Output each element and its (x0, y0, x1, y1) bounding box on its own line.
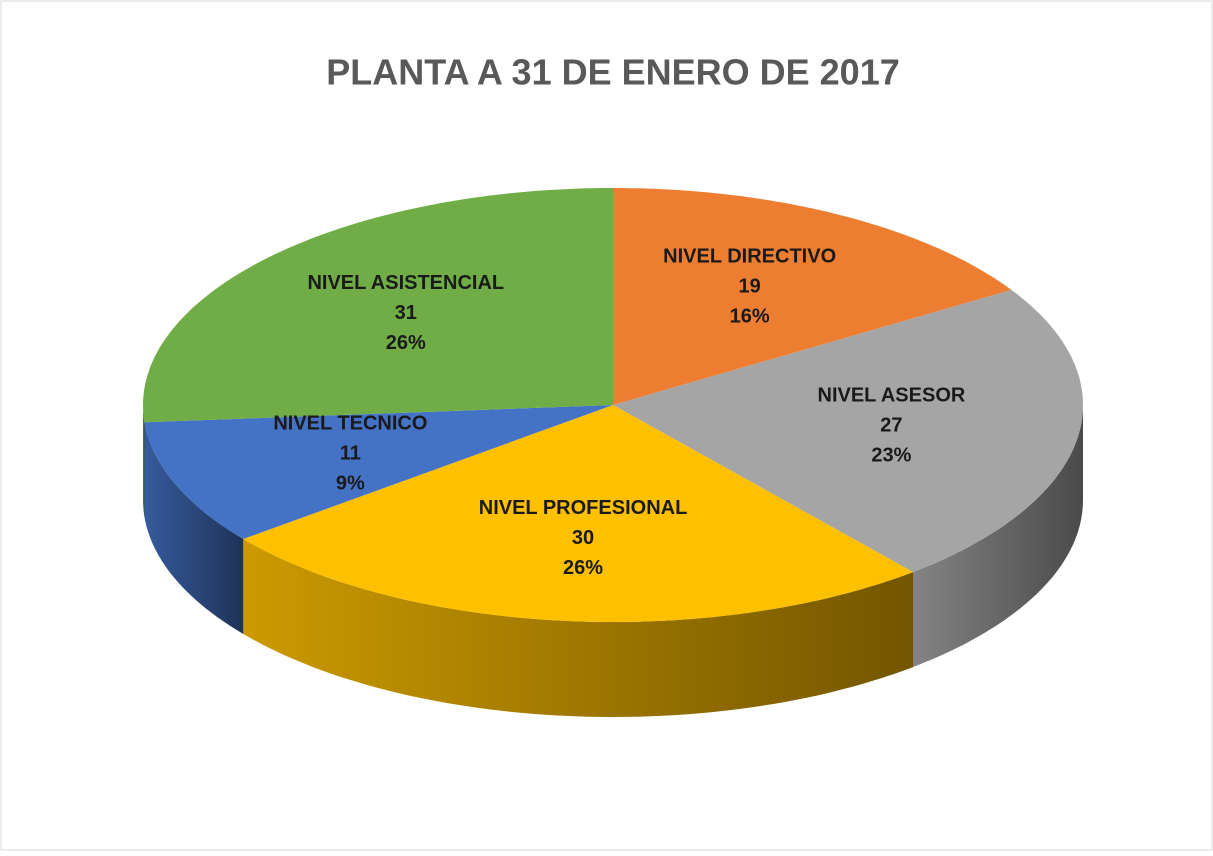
pie-side (144, 422, 244, 634)
pie-sides (143, 405, 1083, 717)
category-label: NIVEL TECNICO (273, 412, 427, 434)
category-label: NIVEL PROFESIONAL (479, 497, 688, 519)
value-label: 27 (880, 415, 902, 437)
value-label: 31 (395, 302, 417, 324)
percent-label: 26% (563, 557, 603, 579)
pie-slice (613, 289, 1083, 573)
pie-slice (144, 405, 613, 539)
category-label: NIVEL ASISTENCIAL (307, 272, 504, 294)
value-label: 19 (739, 276, 761, 298)
pie-side (243, 539, 914, 717)
pie-tops (143, 188, 1083, 622)
value-label: 11 (340, 442, 361, 464)
percent-label: 26% (386, 332, 426, 354)
value-label: 30 (572, 527, 594, 549)
pie-slice (613, 188, 1012, 405)
data-labels: NIVEL DIRECTIVO 19 16% NIVEL ASESOR 27 23% NIV… (273, 246, 966, 579)
pie-slice (243, 405, 914, 622)
percent-label: 9% (336, 472, 365, 494)
pie-slice (143, 188, 613, 423)
pie-side (913, 405, 1083, 668)
pie-side (143, 405, 145, 518)
category-label: NIVEL DIRECTIVO (663, 246, 836, 268)
percent-label: 16% (730, 306, 770, 328)
chart-title: PLANTA A 31 DE ENERO DE 2017 (326, 52, 900, 93)
category-label: NIVEL ASESOR (818, 385, 966, 407)
percent-label: 23% (871, 445, 911, 467)
